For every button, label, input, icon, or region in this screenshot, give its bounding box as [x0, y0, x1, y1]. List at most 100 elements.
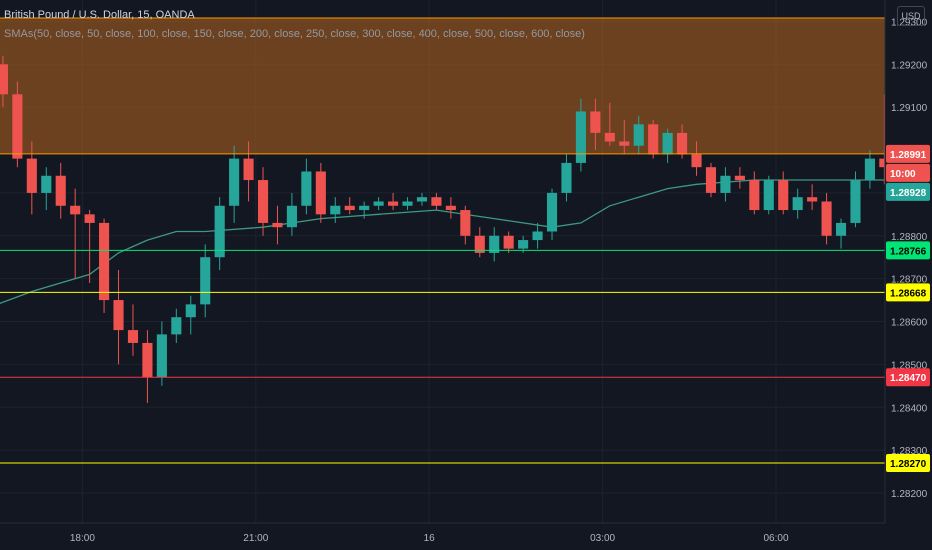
candle-body [864, 158, 875, 181]
symbol-title[interactable]: British Pound / U.S. Dollar, 15, OANDA [4, 9, 195, 21]
candle-body [619, 141, 630, 146]
candle [185, 295, 196, 335]
price-labels: 1.28991 1.28766 1.28668 1.28470 1.28270 10:00… [886, 144, 930, 472]
candle [55, 162, 66, 219]
candle [879, 94, 890, 185]
time-tick-label: 03:00 [590, 533, 615, 544]
candle [720, 167, 731, 202]
candle-body [474, 235, 485, 253]
candle [431, 192, 442, 211]
candle [286, 192, 297, 236]
currency-button[interactable]: USD [897, 6, 925, 26]
indicator-legend[interactable]: SMAs(50, close, 50, close, 100, close, 1… [4, 28, 585, 40]
candle [12, 81, 23, 168]
candle-body [200, 257, 211, 305]
candle [388, 192, 399, 211]
candle-body [416, 197, 428, 202]
candle-body [214, 205, 225, 258]
candle-body [489, 235, 500, 253]
price-tick-label: 1.29300 [891, 17, 928, 28]
price-tick-label: 1.28200 [891, 489, 928, 500]
candle-body [778, 180, 789, 211]
price-tick-label: 1.28300 [891, 446, 928, 457]
candle [200, 244, 211, 318]
price-label-text: 1.28470 [890, 373, 927, 384]
candle-body [532, 231, 543, 241]
candle-body [344, 205, 355, 211]
candle [489, 227, 500, 262]
candle-body [561, 162, 572, 193]
price-label: 1.28928 [886, 182, 930, 201]
candle [864, 150, 875, 189]
candle-body [0, 64, 8, 95]
candle [734, 167, 745, 189]
candle-body [879, 158, 890, 168]
candle-body [373, 201, 384, 206]
price-tick-label: 1.28700 [891, 275, 928, 286]
price-tick-label: 1.29200 [891, 60, 928, 71]
candle [460, 205, 471, 245]
candle-body [388, 201, 399, 206]
candle [344, 197, 355, 215]
candle-body [243, 158, 254, 181]
candle-body [359, 205, 370, 211]
candle-body [691, 154, 702, 168]
price-label-bg [886, 368, 930, 387]
candle-body [720, 175, 731, 193]
candle-body [460, 210, 471, 236]
resistance-zone [0, 18, 885, 154]
candle [590, 98, 601, 151]
candle-body [604, 132, 615, 142]
candle-body [503, 235, 514, 249]
candle [373, 197, 384, 211]
candle [229, 145, 240, 223]
price-tick-label: 1.28500 [891, 360, 928, 371]
candle-body [662, 132, 673, 155]
candle [778, 171, 789, 215]
candle-body [70, 205, 81, 215]
candle-body [156, 334, 167, 378]
candle [474, 227, 485, 258]
candle [301, 158, 312, 215]
time-tick-label: 21:00 [243, 533, 268, 544]
candle-body [835, 222, 847, 236]
candle [142, 330, 153, 403]
candle [171, 308, 182, 343]
candle-body [807, 197, 818, 202]
candle-body [734, 175, 745, 181]
price-label-bg [886, 453, 930, 472]
candle [604, 102, 615, 146]
price-label: 1.28766 [886, 241, 930, 260]
price-label-bg [886, 283, 930, 302]
price-label: 1.28470 [886, 368, 930, 387]
candle-body [546, 192, 558, 232]
candle [402, 197, 413, 211]
candle [633, 115, 644, 155]
candle-body [12, 94, 23, 159]
time-tick-label: 06:00 [763, 533, 788, 544]
candle-body [518, 240, 529, 249]
price-label-bg [886, 144, 930, 163]
price-label: 10:00 [886, 163, 930, 182]
candle [619, 120, 630, 155]
candle [835, 218, 847, 249]
candle-body [301, 171, 312, 206]
time-tick-label: 16 [424, 533, 436, 544]
candle-body [763, 180, 774, 211]
horizontal-lines [0, 17, 885, 464]
candle-body [185, 304, 196, 318]
time-tick-label: 18:00 [70, 533, 95, 544]
candle-body [26, 158, 37, 193]
candle [792, 188, 803, 219]
candle [416, 192, 428, 206]
price-tick-label: 1.28600 [891, 318, 928, 329]
candle-body [84, 214, 95, 223]
candle [41, 167, 52, 211]
candle-body [821, 201, 832, 236]
candle [359, 201, 370, 219]
price-label: 1.28991 [886, 144, 930, 163]
time-axis[interactable]: 18:0021:001603:0006:0009:0012:0015:0018:… [0, 522, 932, 544]
price-label: 1.28668 [886, 283, 930, 302]
candle-body [749, 180, 760, 211]
